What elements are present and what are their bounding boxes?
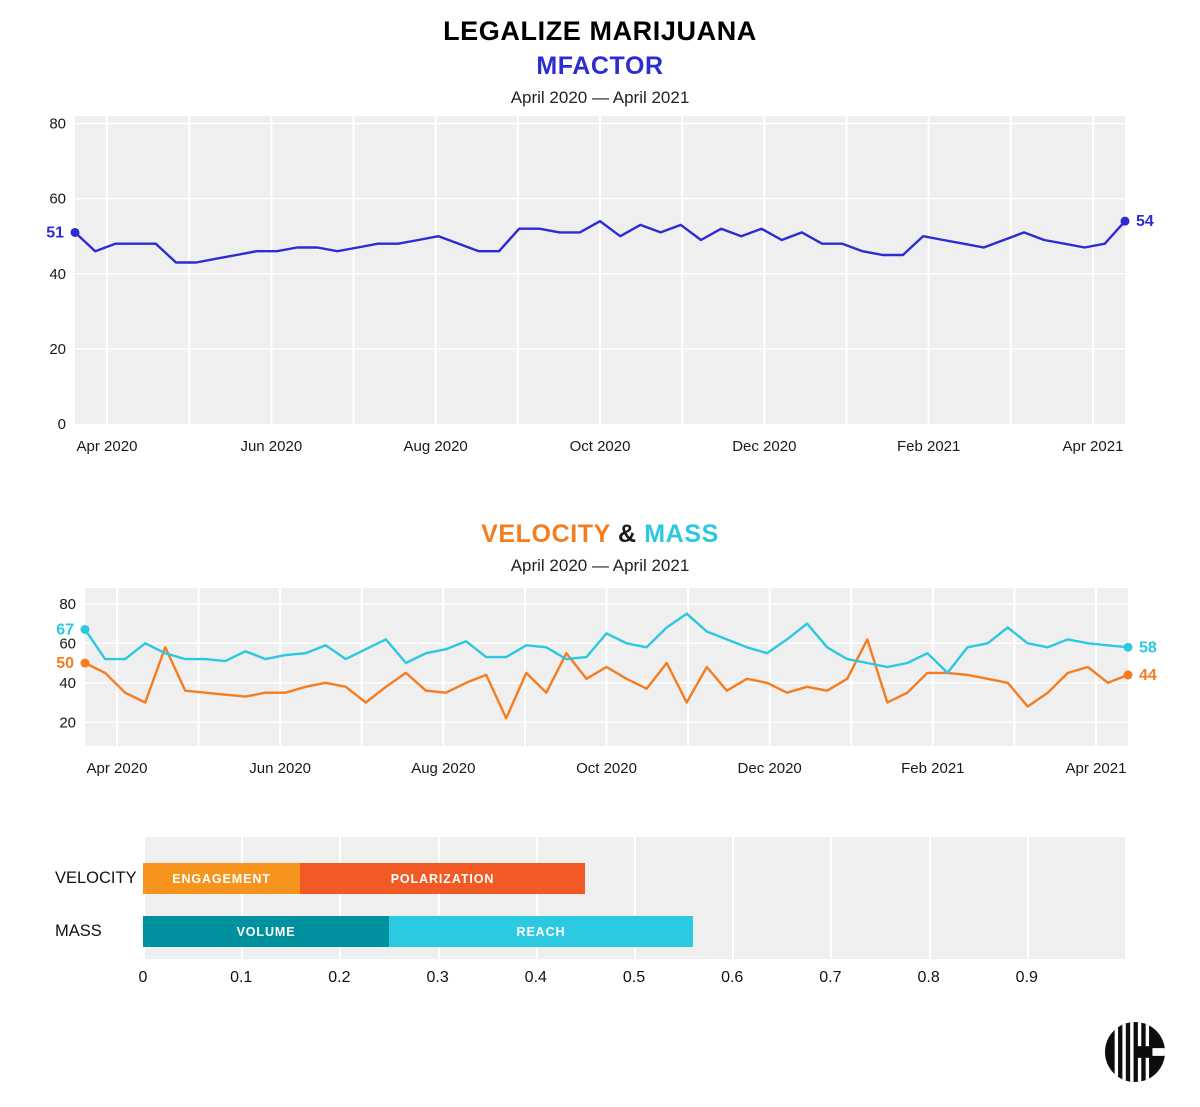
x-tick-label: Oct 2020 — [576, 760, 637, 777]
velocity-end-dot — [1123, 670, 1133, 680]
x-tick-label: Apr 2020 — [87, 760, 148, 777]
velocity-row-label: VELOCITY — [55, 869, 137, 887]
bar-v-gridline — [732, 837, 735, 959]
polarization-label: POLARIZATION — [390, 871, 495, 886]
velocity-stacked-bar: ENGAGEMENT POLARIZATION — [143, 863, 585, 894]
x-tick-label: Dec 2020 — [732, 438, 796, 455]
reach-label: REACH — [516, 924, 566, 939]
y-tick-label: 20 — [49, 341, 66, 358]
reach-segment: REACH — [389, 916, 693, 947]
bar-v-gridline — [241, 837, 244, 959]
engagement-segment: ENGAGEMENT — [143, 863, 300, 894]
velocity-start-dot — [80, 658, 90, 668]
barcode-circle-logo-icon — [1104, 1021, 1166, 1083]
bar-v-gridline — [1125, 837, 1127, 959]
y-tick-label: 80 — [49, 116, 66, 133]
mass-line — [84, 612, 1129, 675]
mass-end-label: 58 — [1139, 639, 1157, 656]
bar-x-tick-label: 0.6 — [721, 969, 744, 986]
bar-x-axis: 0 0.1 0.2 0.3 0.4 0.5 0.6 0.7 0.8 0.9 — [0, 837, 1200, 1007]
bar-v-gridline — [339, 837, 342, 959]
mfactor-line-chart: 0 20 40 60 80 Apr 2020 Jun 2020 Aug 2020 Oct 202… — [0, 116, 1200, 469]
velocity-mass-header: VELOCITY & MASS April 2020 — April 2021 — [0, 469, 1200, 576]
x-tick-label: Feb 2021 — [897, 438, 960, 455]
ampersand-title-part: & — [610, 520, 645, 548]
x-tick-label: Apr 2020 — [77, 438, 138, 455]
y-tick-label: 40 — [59, 675, 76, 692]
y-tick-label: 40 — [49, 266, 66, 283]
components-bar-chart: VELOCITY MASS ENGAGEMENT POLARIZATION VO… — [0, 837, 1200, 1007]
page-title: LEGALIZE MARIJUANA — [443, 16, 757, 46]
velocity-mass-svg: 20 40 60 80 Apr 2020 Jun 2020 Aug 2020 Oct 2020… — [56, 588, 1157, 777]
x-tick-label: Apr 2021 — [1066, 760, 1127, 777]
bar-x-tick-label: 0.3 — [426, 969, 449, 986]
mfactor-chart-title: MFACTOR — [536, 52, 664, 80]
bar-v-gridline — [1026, 837, 1029, 959]
mfactor-start-dot — [70, 227, 80, 237]
velocity-line — [84, 638, 1129, 720]
volume-segment: VOLUME — [143, 916, 389, 947]
mfactor-chart-subtitle: April 2020 — April 2021 — [510, 88, 690, 107]
velocity-title-part: VELOCITY — [481, 520, 611, 548]
mass-start-label: 67 — [56, 621, 74, 638]
mfactor-start-label: 51 — [46, 224, 64, 241]
bar-x-tick-label: 0.8 — [917, 969, 940, 986]
mass-start-dot — [80, 624, 90, 634]
x-tick-label: Aug 2020 — [404, 438, 468, 455]
mass-stacked-bar: VOLUME REACH — [143, 916, 693, 947]
mfactor-header: LEGALIZE MARIJUANA MFACTOR April 2020 — … — [0, 0, 1200, 108]
y-tick-label: 60 — [49, 191, 66, 208]
mass-end-dot — [1123, 642, 1133, 652]
x-tick-label: Feb 2021 — [901, 760, 964, 777]
y-tick-label: 80 — [59, 596, 76, 613]
bar-v-gridline — [830, 837, 833, 959]
bar-v-gridline — [928, 837, 931, 959]
bar-x-tick-label: 0.1 — [230, 969, 253, 986]
y-tick-label: 0 — [58, 416, 66, 433]
bar-v-gridline — [535, 837, 538, 959]
x-tick-label: Oct 2020 — [570, 438, 631, 455]
x-tick-label: Jun 2020 — [249, 760, 311, 777]
velocity-start-label: 50 — [56, 655, 74, 672]
mfactor-line — [74, 219, 1126, 264]
y-tick-label: 20 — [59, 714, 76, 731]
bar-v-gridline — [437, 837, 440, 959]
bar-x-tick-label: 0 — [138, 969, 148, 986]
mass-title-part: MASS — [644, 520, 719, 548]
engagement-label: ENGAGEMENT — [172, 871, 271, 886]
bar-x-tick-label: 0.4 — [524, 969, 547, 986]
polarization-segment: POLARIZATION — [300, 863, 585, 894]
bar-x-tick-label: 0.9 — [1015, 969, 1038, 986]
x-tick-label: Aug 2020 — [411, 760, 475, 777]
velocity-mass-chart-title: VELOCITY & MASS — [0, 520, 1200, 549]
volume-label: VOLUME — [236, 924, 296, 939]
mfactor-end-label: 54 — [1136, 213, 1154, 230]
footer — [0, 1007, 1200, 1107]
bar-x-tick-label: 0.2 — [328, 969, 351, 986]
bar-x-tick-label: 0.7 — [819, 969, 842, 986]
x-tick-label: Jun 2020 — [240, 438, 302, 455]
velocity-mass-subtitle: April 2020 — April 2021 — [510, 556, 690, 575]
mass-row-label: MASS — [55, 922, 102, 940]
bar-x-tick-label: 0.5 — [622, 969, 646, 986]
y-tick-label: 60 — [59, 635, 76, 652]
velocity-mass-line-chart: 20 40 60 80 Apr 2020 Jun 2020 Aug 2020 Oct 2020… — [0, 588, 1200, 793]
bar-v-gridline — [634, 837, 636, 959]
mfactor-end-dot — [1120, 216, 1130, 226]
x-tick-label: Apr 2021 — [1063, 438, 1124, 455]
bar-v-gridline — [143, 837, 145, 959]
mfactor-svg: 0 20 40 60 80 Apr 2020 Jun 2020 Aug 2020 Oct 202… — [46, 116, 1154, 455]
x-tick-label: Dec 2020 — [738, 760, 802, 777]
velocity-end-label: 44 — [1139, 667, 1157, 684]
